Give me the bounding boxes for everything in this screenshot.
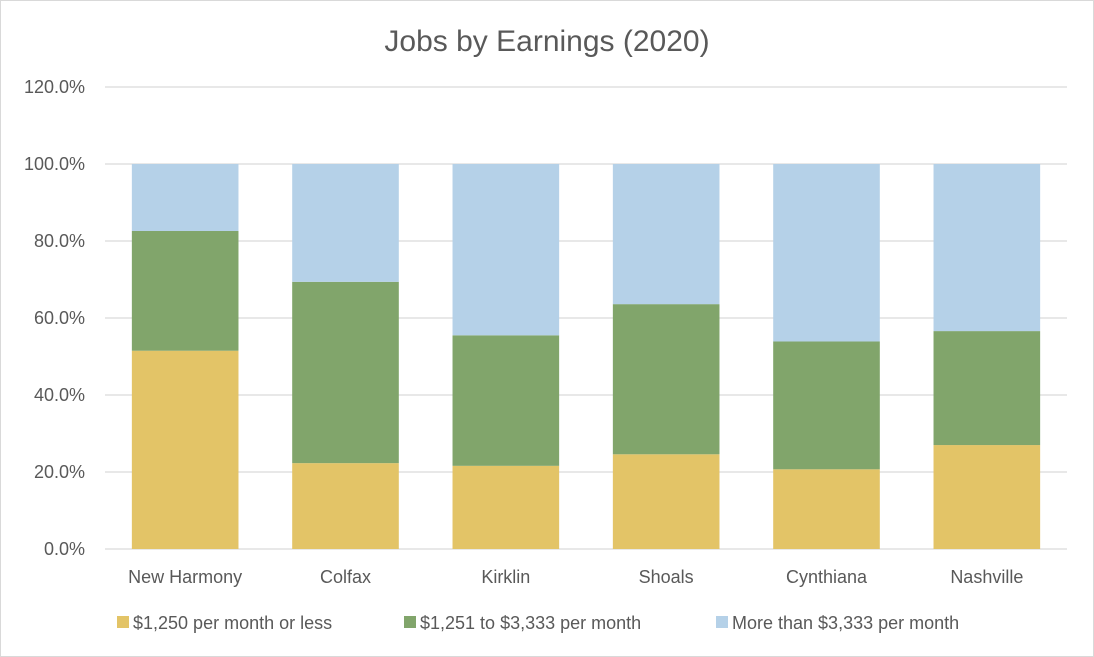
legend-label-3: More than $3,333 per month xyxy=(732,613,959,633)
bars xyxy=(131,164,1041,549)
bar-new-harmony-series-3 xyxy=(131,164,239,231)
bar-shoals-series-1 xyxy=(612,454,720,549)
legend-label-2: $1,251 to $3,333 per month xyxy=(420,613,641,633)
bar-new-harmony-series-1 xyxy=(131,350,239,549)
y-axis-ticks: 0.0% 20.0% 40.0% 60.0% 80.0% 100.0% 120.0% xyxy=(24,77,85,559)
bar-colfax-series-1 xyxy=(292,463,399,549)
x-tick-label-0: New Harmony xyxy=(128,567,242,587)
y-tick-label-4: 80.0% xyxy=(34,231,85,251)
legend-swatch-3 xyxy=(716,616,728,628)
bar-kirklin-series-1 xyxy=(452,465,560,549)
x-tick-label-1: Colfax xyxy=(320,567,371,587)
x-tick-label-2: Kirklin xyxy=(481,567,530,587)
y-tick-label-2: 40.0% xyxy=(34,385,85,405)
legend: $1,250 per month or less $1,251 to $3,333… xyxy=(117,613,959,633)
gridlines xyxy=(105,86,1067,550)
bar-nashville-series-2 xyxy=(933,331,1041,446)
x-tick-label-3: Shoals xyxy=(639,567,694,587)
legend-swatch-2 xyxy=(404,616,416,628)
x-axis-ticks: New Harmony Colfax Kirklin Shoals Cynthiana N… xyxy=(128,567,1023,587)
y-tick-label-6: 120.0% xyxy=(24,77,85,97)
y-tick-label-3: 60.0% xyxy=(34,308,85,328)
legend-label-1: $1,250 per month or less xyxy=(133,613,332,633)
bar-shoals-series-3 xyxy=(612,164,720,305)
bar-kirklin-series-2 xyxy=(452,335,560,466)
y-tick-label-0: 0.0% xyxy=(44,539,85,559)
bar-new-harmony-series-2 xyxy=(131,230,239,351)
x-tick-label-5: Nashville xyxy=(950,567,1023,587)
bar-cynthiana-series-1 xyxy=(773,469,880,549)
bar-colfax-series-2 xyxy=(292,281,399,464)
bar-kirklin-series-3 xyxy=(452,164,560,336)
bar-colfax-series-3 xyxy=(292,164,399,282)
y-tick-label-5: 100.0% xyxy=(24,154,85,174)
chart-title: Jobs by Earnings (2020) xyxy=(384,25,709,58)
bar-cynthiana-series-3 xyxy=(773,164,880,342)
x-tick-label-4: Cynthiana xyxy=(786,567,868,587)
y-tick-label-1: 20.0% xyxy=(34,462,85,482)
bar-nashville-series-1 xyxy=(933,445,1041,549)
bar-shoals-series-2 xyxy=(612,304,720,455)
legend-swatch-1 xyxy=(117,616,129,628)
bar-nashville-series-3 xyxy=(933,164,1041,332)
bar-cynthiana-series-2 xyxy=(773,341,880,470)
